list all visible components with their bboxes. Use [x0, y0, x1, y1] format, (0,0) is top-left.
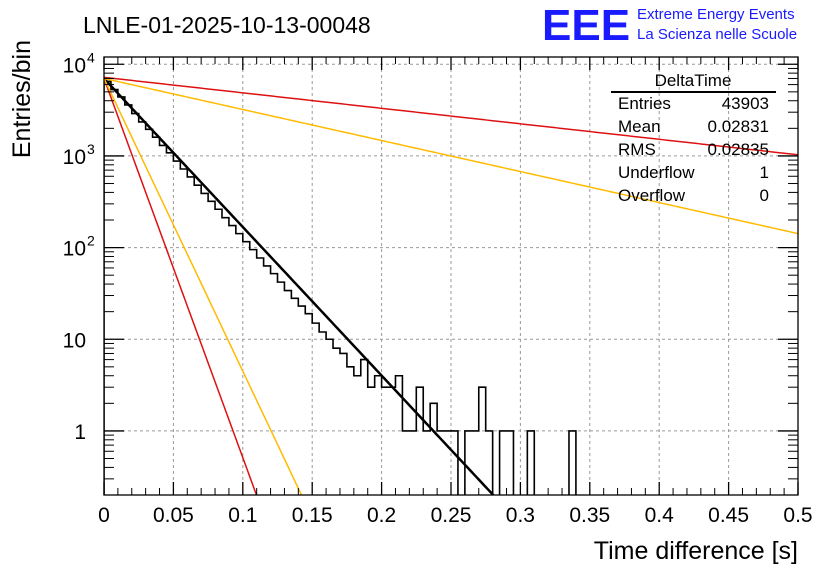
fit-curve-yellow-flat — [104, 77, 798, 235]
x-tick-label: 0.15 — [292, 504, 333, 527]
y-tick-label: 10 — [63, 329, 86, 352]
y-tick-exponent: 2 — [87, 233, 95, 249]
x-tick-label: 0.45 — [708, 504, 749, 527]
x-tick-label: 0.5 — [783, 504, 812, 527]
x-tick-label: 0.2 — [367, 504, 396, 527]
stats-title: DeltaTime — [655, 71, 732, 90]
x-tick-label: 0.05 — [153, 504, 194, 527]
x-tick-label: 0.3 — [506, 504, 535, 527]
x-tick-label: 0.25 — [431, 504, 472, 527]
axes: 0 0.05 0.1 0.15 0.2 0.25 0.3 0.35 0.4 0.45 0.510 41… — [63, 49, 813, 527]
stats-value-overflow: 0 — [760, 186, 769, 205]
logo-line-1: Extreme Energy Events — [637, 6, 795, 23]
x-tick-label: 0.1 — [228, 504, 257, 527]
fit-curves — [104, 76, 798, 495]
x-tick-label: 0 — [98, 504, 110, 527]
x-tick-label: 0.35 — [569, 504, 610, 527]
y-tick-exponent: 3 — [87, 141, 95, 157]
chart-title: LNLE-01-2025-10-13-00048 — [83, 12, 371, 38]
stats-label-overflow: Overflow — [618, 186, 686, 205]
stats-value-mean: 0.02831 — [708, 117, 769, 136]
y-axis-label: Entries/bin — [8, 40, 36, 158]
stats-label-rms: RMS — [618, 140, 656, 159]
y-tick-label: 10 — [63, 54, 86, 77]
x-tick-label: 0.4 — [645, 504, 675, 527]
stats-label-entries: Entries — [618, 94, 671, 113]
grid — [104, 57, 798, 495]
y-tick-exponent: 4 — [87, 49, 95, 65]
eee-logo: EEE Extreme Energy Events La Scienza nel… — [542, 1, 797, 50]
y-tick-label: 10 — [63, 238, 86, 261]
y-tick-label: 1 — [74, 421, 86, 444]
logo-line-2: La Scienza nelle Scuole — [637, 26, 797, 43]
stats-value-underflow: 1 — [760, 163, 769, 182]
stats-box: DeltaTime Entries 43903 Mean 0.02831 RMS… — [611, 71, 776, 205]
fit-curve-fit — [104, 77, 495, 495]
stats-label-mean: Mean — [618, 117, 661, 136]
logo-mark: EEE — [542, 1, 630, 50]
fit-curves-clipped — [104, 76, 798, 495]
stats-value-rms: 0.02835 — [708, 140, 769, 159]
histogram-bins — [104, 80, 577, 495]
fit-curve-red-steep — [104, 78, 258, 495]
stats-label-underflow: Underflow — [618, 163, 695, 182]
fit-curve-red-flat — [104, 76, 798, 156]
fit-curve-yellow-steep — [104, 78, 303, 495]
histogram — [104, 80, 577, 495]
x-axis-label: Time difference [s] — [594, 537, 798, 565]
histogram-outline — [104, 80, 577, 495]
stats-value-entries: 43903 — [722, 94, 769, 113]
y-tick-label: 10 — [63, 146, 86, 169]
